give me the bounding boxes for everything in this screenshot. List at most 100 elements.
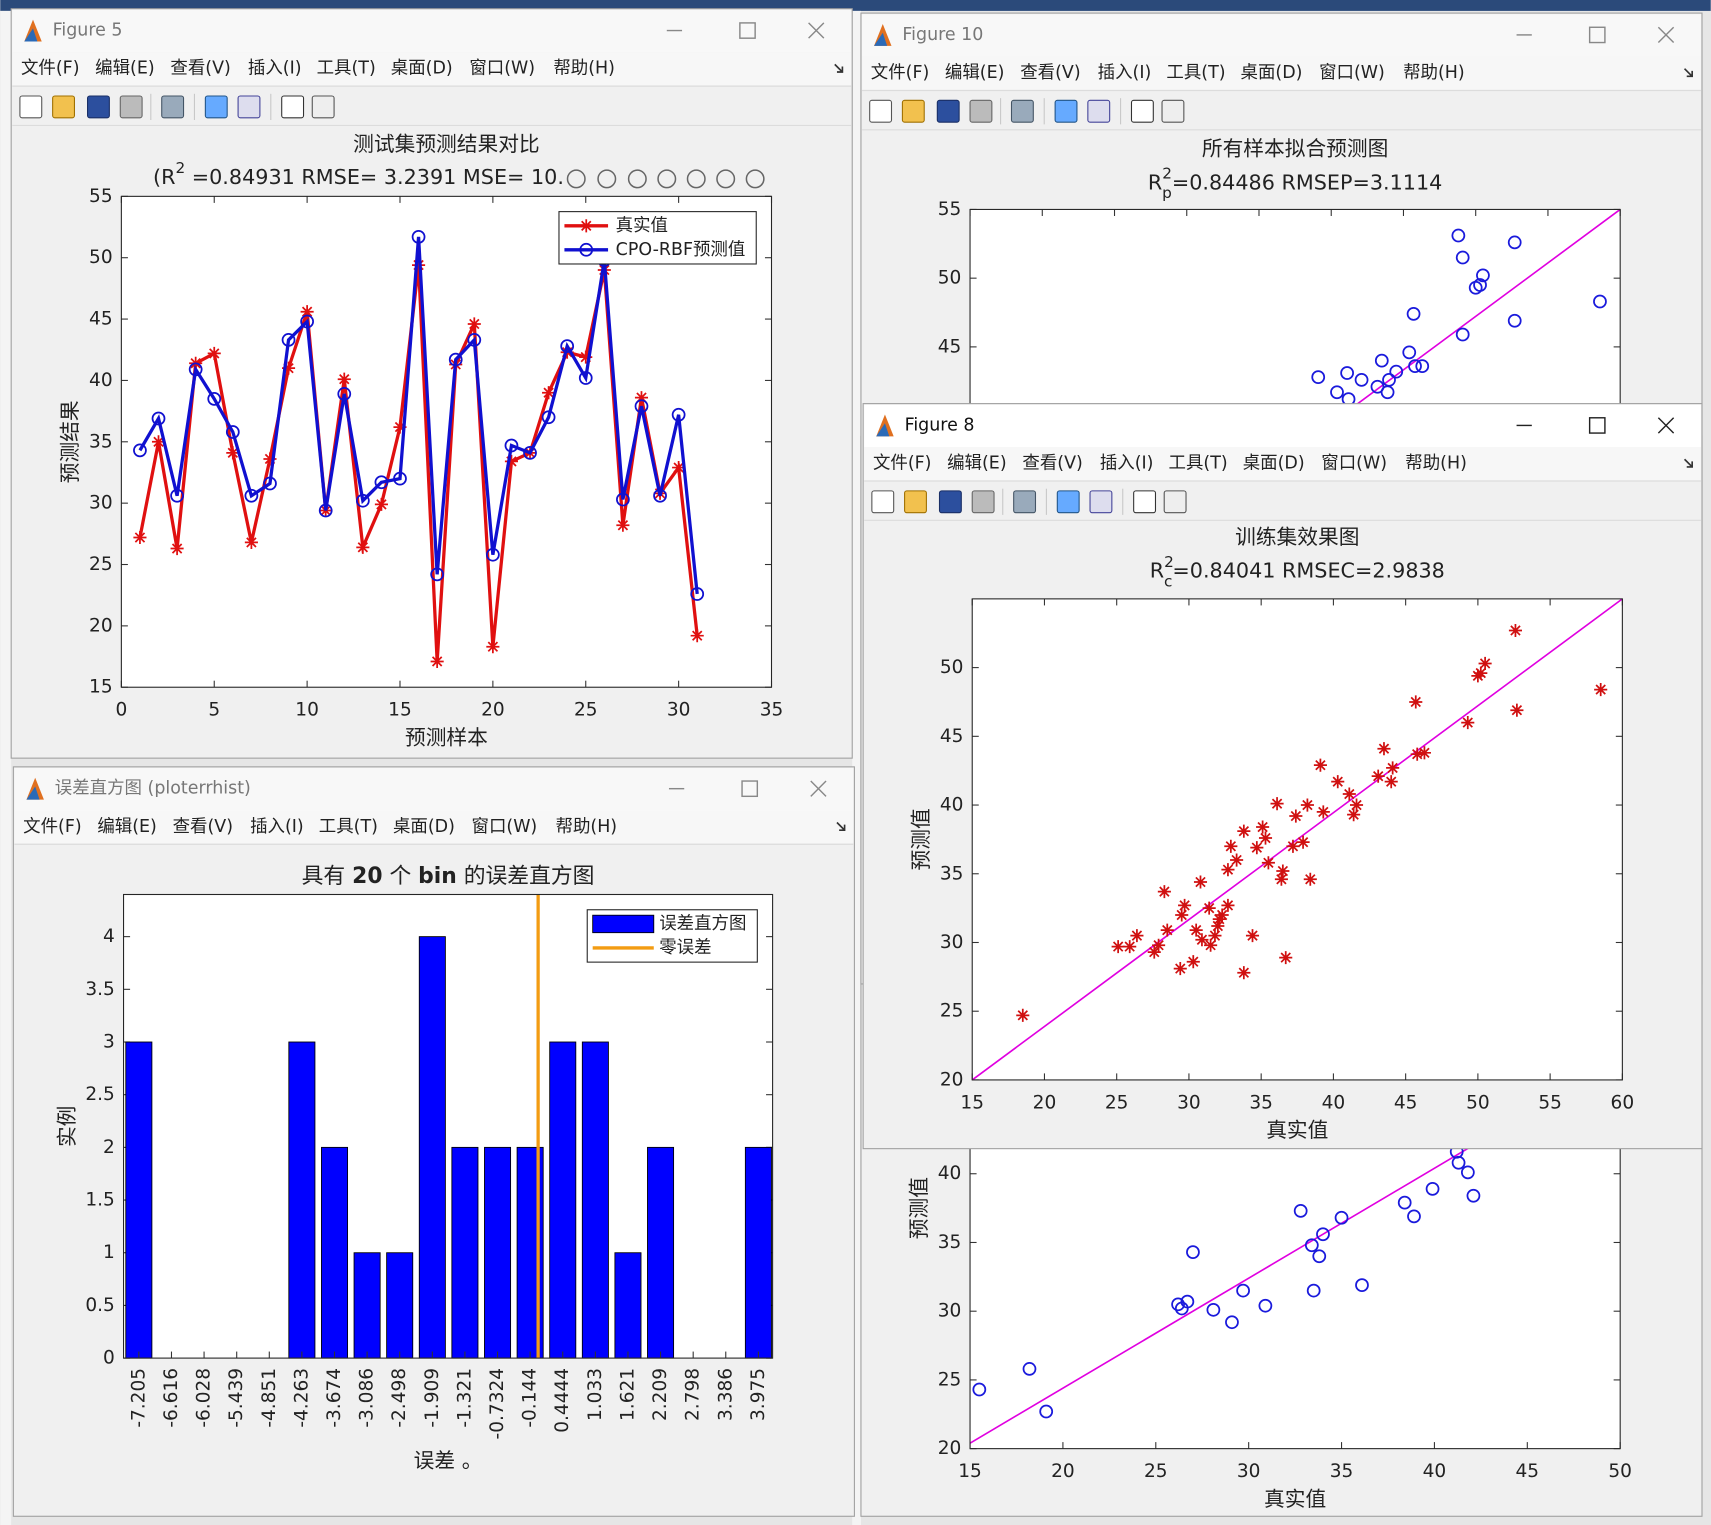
menu-item[interactable]: 插入(I) (1098, 63, 1152, 83)
menu-item[interactable]: 桌面(D) (391, 59, 453, 79)
maximize-button[interactable] (741, 780, 759, 798)
toolbar-button[interactable] (1054, 99, 1078, 123)
marker (1386, 761, 1400, 775)
toolbar-button[interactable] (1089, 490, 1113, 514)
menu-item[interactable]: 帮助(H) (1403, 63, 1465, 83)
toolbar-button[interactable] (871, 490, 895, 514)
menu-item[interactable]: 桌面(D) (1241, 63, 1303, 83)
axes-toolbar-button[interactable] (597, 169, 617, 189)
menu-item[interactable]: 窗口(W) (1321, 454, 1387, 474)
x-tick-label: 20 (1051, 1461, 1075, 1482)
close-button[interactable] (810, 780, 827, 797)
menu-item[interactable]: 编辑(E) (97, 817, 157, 837)
toolbar-button[interactable] (901, 99, 925, 123)
dock-arrow[interactable] (1683, 458, 1693, 468)
menu-item[interactable]: 窗口(W) (1319, 63, 1385, 83)
menu-item[interactable]: 文件(F) (21, 59, 80, 79)
marker (151, 411, 166, 426)
close-button[interactable] (1657, 417, 1675, 434)
axes-toolbar-button[interactable] (566, 169, 586, 189)
marker (1250, 841, 1264, 855)
menu-item[interactable]: 插入(I) (248, 59, 302, 79)
toolbar-button[interactable] (1010, 99, 1034, 123)
toolbar-button[interactable] (52, 95, 76, 119)
marker (1258, 831, 1273, 845)
toolbar-button[interactable] (119, 95, 143, 119)
toolbar-button[interactable] (237, 95, 261, 119)
axes-toolbar (564, 163, 773, 195)
toolbar-button[interactable] (938, 490, 962, 514)
menu-item[interactable]: 查看(V) (170, 59, 230, 79)
menu-item[interactable]: 文件(F) (873, 454, 932, 474)
x-tick-label: -0.7324 (487, 1368, 508, 1440)
marker (1306, 1283, 1321, 1298)
maximize-button[interactable] (739, 22, 756, 39)
dock-arrow[interactable] (1683, 68, 1693, 78)
axes-toolbar-button[interactable] (657, 169, 677, 189)
window-icon (24, 28, 38, 42)
menu-item[interactable]: 插入(I) (1100, 454, 1154, 474)
maximize-button[interactable] (1588, 26, 1606, 44)
title-part: bin (418, 864, 457, 889)
toolbar-button[interactable] (1133, 490, 1157, 514)
toolbar-button[interactable] (1056, 490, 1080, 514)
menu-item[interactable]: 编辑(E) (945, 63, 1005, 83)
menu-item[interactable]: 工具(T) (1169, 454, 1228, 474)
toolbar-button[interactable] (161, 95, 185, 119)
toolbar-button[interactable] (281, 95, 305, 119)
axes-toolbar-button[interactable] (716, 169, 736, 189)
marker (1039, 1404, 1054, 1419)
menu-item[interactable]: 窗口(W) (472, 817, 538, 837)
menu-item[interactable]: 文件(F) (871, 63, 930, 83)
menu-item[interactable]: 查看(V) (1022, 454, 1082, 474)
menu-item[interactable]: 工具(T) (319, 817, 378, 837)
toolbar-button[interactable] (204, 95, 228, 119)
y-tick-label: 30 (938, 1301, 962, 1322)
toolbar-button[interactable] (971, 490, 995, 514)
menu-item[interactable]: 编辑(E) (95, 59, 155, 79)
toolbar-button[interactable] (869, 99, 893, 123)
menu-item[interactable]: 桌面(D) (393, 817, 455, 837)
toolbar-button[interactable] (969, 99, 993, 123)
close-button[interactable] (1657, 26, 1675, 44)
toolbar-button[interactable] (1013, 490, 1037, 514)
y-tick-label: 25 (938, 1369, 962, 1390)
menu-item[interactable]: 查看(V) (1020, 63, 1080, 83)
marker (1175, 908, 1189, 922)
y-tick-label: 45 (89, 309, 113, 330)
menu-item[interactable]: 查看(V) (173, 817, 233, 837)
menu-item[interactable]: 插入(I) (250, 817, 304, 837)
toolbar-button[interactable] (904, 490, 927, 514)
toolbar-button[interactable] (1130, 99, 1154, 123)
marker (690, 587, 705, 601)
toolbar-button[interactable] (1087, 99, 1111, 123)
dock-arrow[interactable] (834, 63, 844, 73)
marker (263, 476, 277, 491)
axes-toolbar-button[interactable] (745, 169, 765, 189)
menu-item[interactable]: 编辑(E) (947, 454, 1007, 474)
menu-item[interactable]: 窗口(W) (469, 59, 535, 79)
menu-item[interactable]: 桌面(D) (1243, 454, 1305, 474)
toolbar-button[interactable] (311, 95, 335, 119)
axes-toolbar-button[interactable] (686, 169, 706, 189)
menu-item[interactable]: 工具(T) (1166, 63, 1225, 83)
menu-item[interactable]: 工具(T) (317, 59, 376, 79)
x-tick-label: -3.086 (357, 1368, 378, 1428)
toolbar-button[interactable] (1163, 490, 1187, 514)
toolbar-button[interactable] (19, 95, 43, 119)
marker (1313, 758, 1327, 772)
toolbar-button[interactable] (936, 99, 960, 123)
dock-arrow[interactable] (836, 821, 846, 831)
toolbar-button[interactable] (87, 95, 110, 119)
close-button[interactable] (808, 22, 825, 39)
toolbar-button[interactable] (1161, 99, 1185, 123)
menu-item[interactable]: 帮助(H) (1405, 454, 1467, 474)
bar (614, 1252, 642, 1359)
menu-item[interactable]: 帮助(H) (556, 817, 618, 837)
menu-item[interactable]: 文件(F) (23, 817, 82, 837)
menu-item[interactable]: 帮助(H) (553, 59, 615, 79)
y-tick-label: 30 (940, 932, 964, 953)
maximize-button[interactable] (1588, 417, 1606, 434)
axes-toolbar-button[interactable] (627, 169, 647, 189)
